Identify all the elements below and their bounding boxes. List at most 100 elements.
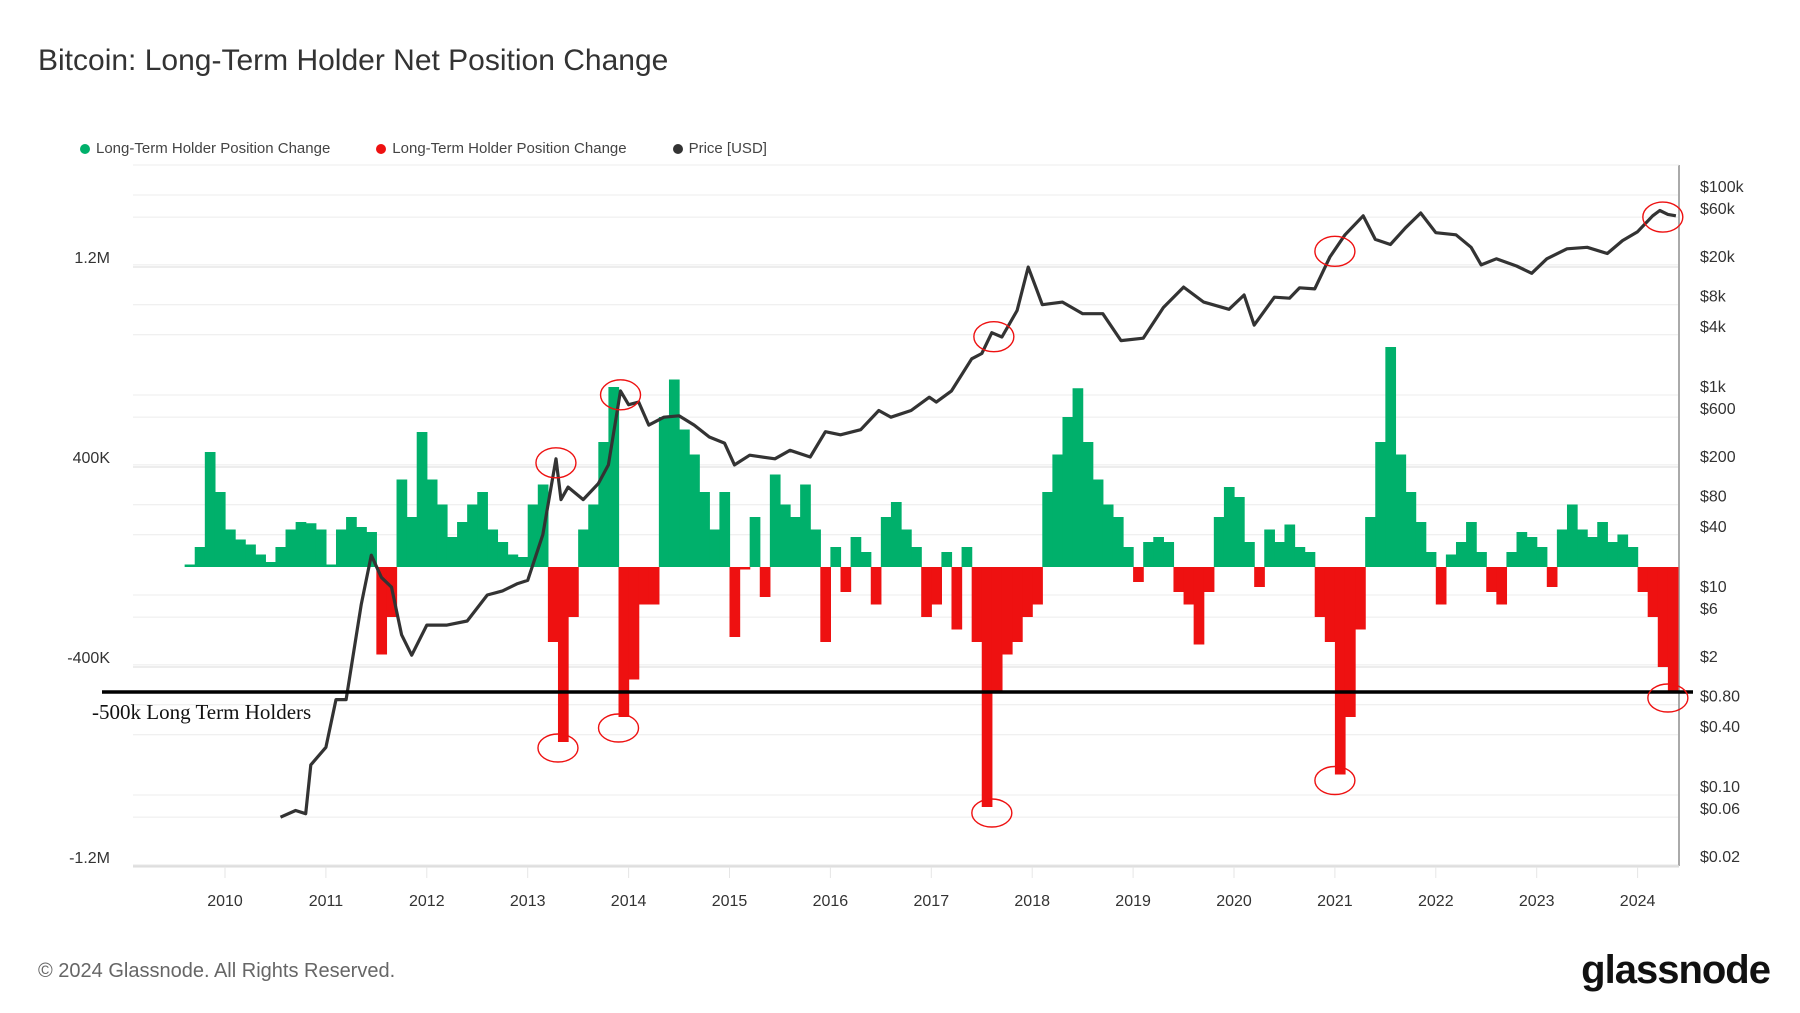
positive-bar [880, 517, 892, 567]
x-axis-label: 2012 [409, 893, 445, 910]
positive-bar [800, 484, 811, 567]
right-axis-label: $40 [1700, 519, 1727, 536]
annotation-circle [1314, 765, 1356, 796]
positive-bar [245, 544, 256, 567]
positive-bar [941, 552, 953, 567]
positive-bar [1536, 547, 1548, 567]
annotation-circle [535, 447, 577, 479]
positive-bar [1395, 454, 1407, 567]
negative-bar [931, 567, 942, 605]
positive-bar [325, 564, 337, 567]
positive-bar [356, 527, 367, 567]
negative-bar [638, 567, 650, 605]
right-axis-label: $10 [1700, 579, 1727, 596]
x-axis-label: 2014 [611, 893, 647, 910]
positive-bar [467, 504, 478, 567]
negative-bar [840, 567, 852, 592]
price-line [279, 208, 1677, 819]
positive-bar [1516, 532, 1528, 567]
negative-bar [1032, 567, 1043, 605]
negative-bar [1254, 567, 1265, 587]
positive-bar [1082, 442, 1094, 567]
x-axis-label: 2016 [813, 893, 849, 910]
right-axis-label: $80 [1700, 489, 1727, 506]
positive-bar [1466, 522, 1477, 567]
x-axis-label: 2013 [510, 893, 546, 910]
positive-bar [608, 387, 620, 567]
positive-bar [1445, 554, 1457, 567]
negative-bar [1334, 567, 1346, 775]
positive-bar [507, 554, 519, 567]
positive-bar [477, 492, 488, 567]
positive-bar [1617, 534, 1629, 567]
positive-bar [1274, 542, 1286, 567]
left-axis-label: 400K [73, 450, 111, 467]
positive-bar [1163, 542, 1175, 567]
reference-line-label: -500k Long Term Holders [92, 700, 311, 724]
negative-bar [1012, 567, 1023, 642]
positive-bar [749, 517, 761, 567]
negative-bar [1657, 567, 1669, 667]
negative-bar [1344, 567, 1356, 717]
negative-bar [1022, 567, 1033, 617]
x-axis-label: 2018 [1014, 893, 1050, 910]
positive-bar [1425, 552, 1437, 567]
positive-bar [1455, 542, 1467, 567]
positive-bar [1213, 517, 1225, 567]
negative-bar [628, 567, 640, 680]
negative-bar [1203, 567, 1215, 592]
green-dot-icon [80, 143, 90, 154]
positive-bar [487, 529, 499, 567]
negative-bar [1637, 567, 1649, 592]
legend-item-lth-positive[interactable]: Long-Term Holder Position Change [80, 140, 330, 157]
positive-bar [497, 542, 509, 567]
positive-bar [396, 479, 408, 567]
positive-bar [255, 554, 266, 567]
positive-bar [1587, 537, 1598, 567]
legend-label: Long-Term Holder Position Change [96, 140, 331, 157]
positive-bar [295, 522, 307, 567]
copyright-footer: © 2024 Glassnode. All Rights Reserved. [38, 960, 396, 982]
positive-bar [426, 479, 438, 567]
annotation-circle [1314, 235, 1356, 267]
positive-bar [1365, 517, 1376, 567]
legend: Long-Term Holder Position Change Long-Te… [80, 140, 767, 157]
positive-bar [1042, 492, 1053, 567]
positive-bar [699, 492, 710, 567]
positive-bar [1506, 552, 1518, 567]
positive-bar [769, 474, 781, 567]
positive-bar [457, 522, 468, 567]
positive-bar [830, 547, 842, 567]
positive-bar [1577, 529, 1588, 567]
negative-bar [1486, 567, 1497, 592]
negative-bar [1133, 567, 1144, 582]
dark-dot-icon [672, 143, 683, 154]
x-axis-label: 2021 [1317, 893, 1353, 910]
positive-bar [235, 539, 246, 567]
legend-item-price[interactable]: Price [USD] [672, 140, 767, 157]
annotation-circle [973, 320, 1015, 353]
legend-item-lth-negative[interactable]: Long-Term Holder Position Change [376, 140, 627, 157]
negative-bar [991, 567, 1003, 692]
positive-bar [184, 564, 196, 567]
right-axis-label: $1k [1700, 379, 1727, 396]
negative-bar [1546, 567, 1558, 587]
negative-bar [921, 567, 932, 617]
positive-bar [790, 517, 801, 567]
red-dot-icon [376, 143, 387, 154]
positive-bar [689, 454, 700, 567]
glassnode-logo: glassnode [1581, 948, 1771, 992]
positive-bar [1597, 522, 1608, 567]
positive-bar [1244, 542, 1255, 567]
positive-bar [265, 562, 277, 567]
right-axis-label: $20k [1700, 249, 1736, 266]
positive-bar [1102, 504, 1114, 567]
negative-bar [1314, 567, 1326, 617]
negative-bar [759, 567, 771, 597]
positive-bar [1627, 547, 1639, 567]
positive-bar [416, 432, 428, 567]
positive-bar [204, 452, 216, 567]
positive-bar [1284, 524, 1296, 567]
positive-bar [1153, 537, 1164, 567]
